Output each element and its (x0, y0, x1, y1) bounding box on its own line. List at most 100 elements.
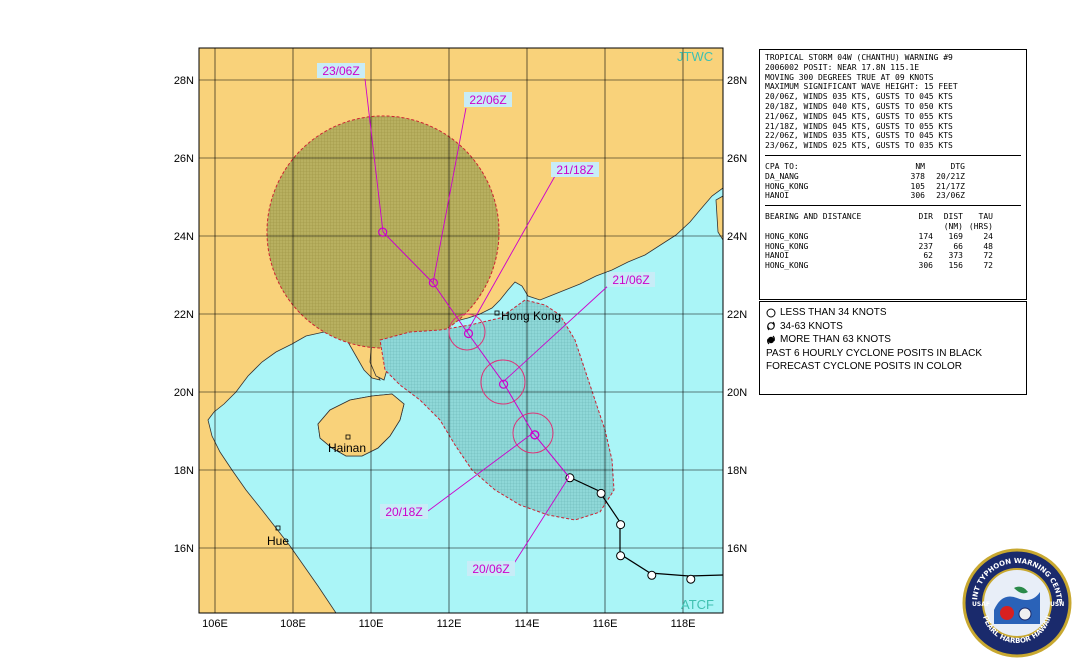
label-2106: 21/06Z (612, 273, 649, 287)
label-2206: 22/06Z (469, 93, 506, 107)
bearing-tau-unit: (HRS) (968, 221, 993, 231)
past-position-marker (647, 570, 657, 580)
legend-label: MORE THAN 63 KNOTS (780, 334, 891, 346)
lat-label-20n-right: 20N (727, 387, 747, 399)
bearing-place: HONG_KONG (765, 261, 809, 271)
cpa-place: DA_NANG (765, 171, 799, 181)
cpa-dtg: 23/06Z (936, 191, 965, 201)
leader-2018 (427, 432, 534, 512)
hainan-marker (345, 434, 351, 440)
bearing-tau: 24 (983, 231, 993, 241)
warning-line: 22/06Z, WINDS 035 KTS, GUSTS TO 045 KTS (765, 131, 953, 141)
leader-2006 (512, 476, 570, 566)
bearing-dist: 156 (948, 261, 963, 271)
label-2118: 21/18Z (556, 163, 593, 177)
wind-radius-2018 (512, 412, 554, 454)
bearing-dist-header: DIST (943, 212, 963, 222)
legend-item-storm: 34-63 KNOTS (766, 320, 1020, 334)
lat-label-18n-right: 18N (727, 465, 747, 477)
bearing-title: BEARING AND DISTANCE (765, 212, 862, 222)
hainan-label: Hainan (328, 441, 366, 455)
warning-line: 23/06Z, WINDS 025 KTS, GUSTS TO 035 KTS (765, 141, 953, 151)
warning-line: MOVING 300 DEGREES TRUE AT 09 KNOTS (765, 72, 934, 82)
lon-label-112e: 112E (437, 618, 462, 630)
past-position-marker (616, 520, 626, 530)
leader-2106 (502, 284, 610, 383)
lat-label-22n-left: 22N (174, 309, 194, 321)
wind-radius-2106 (480, 359, 526, 405)
bearing-tau: 72 (983, 261, 993, 271)
jtwc-seal-logo: JOINT TYPHOON WARNING CENTER PEARL HARBO… (962, 548, 1072, 658)
cpa-header: CPA TO: NM DTG (765, 162, 1021, 172)
agency-jtwc: JTWC (677, 49, 713, 64)
lon-label-118e: 118E (671, 618, 696, 630)
warning-line: MAXIMUM SIGNIFICANT WAVE HEIGHT: 15 FEET (765, 82, 958, 92)
bearing-dir: 174 (918, 231, 933, 241)
bearing-place: HONG_KONG (765, 231, 809, 241)
bearing-place: HONG_KONG (765, 241, 809, 251)
bearing-dist: 66 (953, 241, 963, 251)
forecast-position-marker (499, 379, 509, 389)
bearing-dir-header: DIR (918, 212, 933, 222)
legend-note-forecast: FORECAST CYCLONE POSITS IN COLOR (766, 360, 1020, 374)
cpa-dtg-header: DTG (950, 161, 965, 171)
lat-label-20n-left: 20N (174, 387, 194, 399)
lat-label-16n-left: 16N (174, 543, 194, 555)
hong-kong-label: Hong Kong (501, 309, 561, 323)
cpa-nm: 378 (910, 171, 925, 181)
cpa-row: HONG_KONG 105 21/17Z (765, 182, 1021, 192)
legend-label: 34-63 KNOTS (780, 320, 843, 332)
bearing-tau: 72 (983, 251, 993, 261)
cpa-place: HONG_KONG (765, 181, 809, 191)
warning-line: 20/06Z, WINDS 035 KTS, GUSTS TO 045 KTS (765, 92, 953, 102)
warning-line: 2006002 POSIT: NEAR 17.8N 115.1E (765, 62, 920, 72)
forecast-track-line (382, 231, 570, 478)
hue-label: Hue (267, 534, 289, 548)
past-position-marker (616, 551, 626, 561)
warning-info-box: TROPICAL STORM 04W (CHANTHU) WARNING #9 … (759, 49, 1027, 300)
bearing-tau-header: TAU (978, 212, 993, 222)
lat-label-28n-right: 28N (727, 75, 747, 87)
warning-line: 21/06Z, WINDS 045 KTS, GUSTS TO 055 KTS (765, 111, 953, 121)
warning-line: 21/18Z, WINDS 045 KTS, GUSTS TO 055 KTS (765, 121, 953, 131)
open-circle-icon (766, 308, 776, 318)
leader-2118 (466, 175, 556, 333)
label-2006: 20/06Z (472, 562, 509, 576)
bearing-row: HONG_KONG 237 66 48 (765, 242, 1021, 252)
bearing-dir: 306 (918, 261, 933, 271)
cpa-row: HANOI 306 23/06Z (765, 191, 1021, 201)
leader-2306 (364, 78, 384, 233)
legend-label: LESS THAN 34 KNOTS (780, 307, 887, 319)
bearing-row: HONG_KONG 174 169 24 (765, 232, 1021, 242)
forecast-position-marker (463, 328, 474, 339)
cpa-dtg: 20/21Z (936, 171, 965, 181)
map-frame (198, 47, 724, 614)
label-2018: 20/18Z (385, 505, 422, 519)
bearing-dir: 237 (918, 241, 933, 251)
lat-label-26n-right: 26N (727, 153, 747, 165)
cpa-nm-header: NM (915, 161, 925, 171)
lon-label-108e: 108E (280, 618, 306, 630)
lat-label-24n-left: 24N (174, 231, 194, 243)
warning-area-sea (379, 299, 615, 521)
hainan-overlay (317, 393, 405, 457)
bearing-place: HANOI (765, 251, 790, 261)
legend-note-past: PAST 6 HOURLY CYCLONE POSITS IN BLACK (766, 347, 1020, 361)
agency-atcf: ATCF (681, 597, 714, 612)
lon-label-116e: 116E (593, 618, 618, 630)
cpa-row: DA_NANG 378 20/21Z (765, 172, 1021, 182)
past-position-marker (686, 574, 696, 584)
bearing-dist: 169 (948, 231, 963, 241)
bearing-header: BEARING AND DISTANCE DIR DIST TAU (765, 212, 1021, 222)
forecast-position-marker (378, 227, 388, 237)
lat-label-28n-left: 28N (174, 75, 194, 87)
past-position-marker (596, 488, 606, 498)
cpa-nm: 306 (910, 191, 925, 201)
legend-item-weak: LESS THAN 34 KNOTS (766, 306, 1020, 320)
bearing-dist: 373 (948, 251, 963, 261)
forecast-position-marker (428, 278, 438, 288)
hong-kong-marker (494, 310, 500, 316)
label-2306: 23/06Z (322, 64, 359, 78)
divider (765, 154, 1021, 156)
